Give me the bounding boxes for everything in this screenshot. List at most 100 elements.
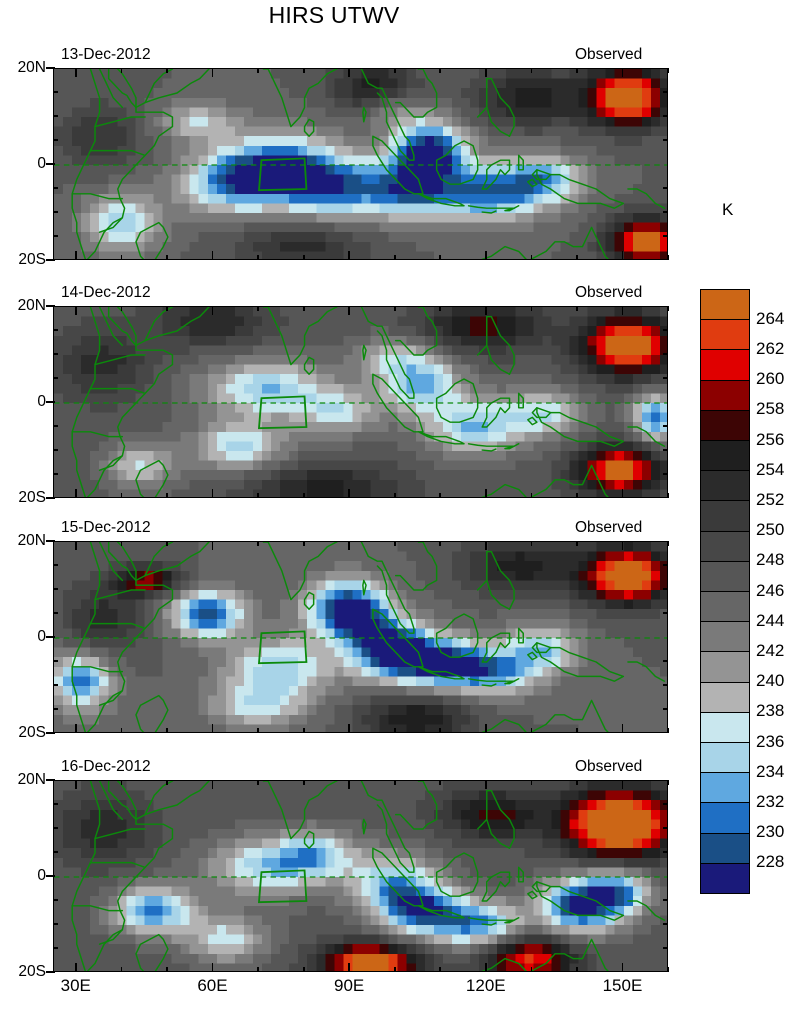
x-axis-tick-mark (74, 306, 77, 315)
x-axis-tick-mark (211, 724, 214, 733)
x-axis-tick-mark (621, 963, 624, 972)
y-axis-minor-tick (53, 449, 58, 451)
y-axis-minor-tick (663, 827, 668, 829)
y-axis-tick-mark (46, 732, 55, 734)
y-axis-tick-mark (46, 540, 55, 542)
y-axis-minor-tick (53, 612, 58, 614)
y-axis-minor-tick (53, 115, 58, 117)
y-axis-minor-tick (53, 588, 58, 590)
y-axis-minor-tick (53, 827, 58, 829)
y-axis-minor-tick (663, 329, 668, 331)
x-axis-tick-mark (74, 724, 77, 733)
y-axis-minor-tick (663, 564, 668, 566)
x-axis-tick-label: 90E (333, 976, 365, 995)
x-axis-tick-label: 30E (60, 976, 91, 995)
map-panel (53, 68, 668, 260)
y-axis-tick-mark (46, 779, 55, 781)
colorbar-swatch (700, 440, 750, 472)
y-axis-minor-tick (53, 235, 58, 237)
y-axis-tick-label: 0 (37, 628, 46, 645)
x-axis-minor-tick (257, 306, 259, 311)
y-axis-minor-tick (53, 91, 58, 93)
panel-status-label: Observed (575, 758, 643, 775)
x-axis-minor-tick (120, 493, 123, 498)
y-axis-minor-tick (663, 612, 668, 614)
colorbar-swatch (700, 621, 750, 653)
x-axis-minor-tick (576, 780, 578, 785)
y-axis-tick-mark (46, 163, 55, 165)
x-axis-minor-tick (439, 68, 442, 73)
y-axis-tick-mark (46, 305, 55, 307)
x-axis-tick-mark (74, 541, 77, 550)
colorbar-tick-label: 246 (756, 580, 785, 600)
y-axis-minor-tick (663, 947, 668, 949)
y-axis-tick-mark (46, 875, 55, 877)
colorbar-tick-label: 262 (756, 338, 785, 358)
y-axis-minor-tick (663, 449, 668, 451)
colorbar-tick-label: 232 (756, 791, 785, 811)
y-axis-tick-label: 20S (18, 489, 46, 506)
y-axis-tick-label: 20N (17, 771, 46, 788)
colorbar-tick-label: 256 (756, 429, 785, 449)
x-axis-tick-mark (211, 489, 214, 498)
y-axis-minor-tick (53, 947, 58, 949)
y-axis-tick-label: 0 (37, 393, 46, 410)
x-axis-tick-mark (484, 251, 487, 260)
x-axis-tick-mark (348, 724, 351, 733)
x-axis-tick-mark (621, 724, 624, 733)
map-canvas (53, 780, 668, 972)
x-axis-minor-tick (576, 68, 578, 73)
x-axis-minor-tick (667, 541, 669, 546)
y-axis-minor-tick (663, 923, 668, 925)
x-axis-tick-mark (621, 489, 624, 498)
x-axis-minor-tick (257, 967, 259, 972)
y-axis-minor-tick (53, 708, 58, 710)
y-axis-minor-tick (53, 851, 58, 853)
panel-status-label: Observed (575, 46, 643, 63)
x-axis-minor-tick (530, 493, 533, 498)
x-axis-minor-tick (302, 306, 305, 311)
x-axis-minor-tick (393, 541, 396, 546)
panel-date-label: 14-Dec-2012 (61, 284, 151, 301)
x-axis-minor-tick (120, 255, 123, 260)
x-axis-tick-mark (348, 780, 351, 789)
x-axis-minor-tick (667, 728, 669, 733)
x-axis-minor-tick (393, 493, 396, 498)
colorbar-tick-label: 250 (756, 520, 785, 540)
colorbar-swatch (700, 349, 750, 381)
colorbar-unit-label: K (722, 200, 734, 219)
x-axis-minor-tick (667, 493, 669, 498)
y-axis-tick-label: 20N (17, 59, 46, 76)
colorbar-swatch (700, 681, 750, 714)
x-axis-tick-mark (484, 724, 487, 733)
x-axis-minor-tick (439, 728, 442, 733)
colorbar-swatch (700, 591, 750, 623)
x-axis-minor-tick (257, 541, 259, 546)
y-axis-tick-mark (46, 636, 55, 638)
y-axis-minor-tick (53, 377, 58, 379)
map-canvas (53, 541, 668, 733)
x-axis-tick-mark (348, 68, 351, 77)
colorbar-tick-label: 240 (756, 671, 785, 691)
colorbar-swatch (700, 742, 750, 774)
x-axis-minor-tick (667, 68, 669, 73)
x-axis-minor-tick (166, 728, 168, 733)
y-axis-tick-mark (46, 497, 55, 499)
x-axis-minor-tick (393, 306, 396, 311)
x-axis-tick-mark (211, 68, 214, 77)
y-axis-minor-tick (663, 660, 668, 662)
x-axis-minor-tick (439, 541, 442, 546)
x-axis-minor-tick (530, 728, 533, 733)
y-axis-minor-tick (663, 187, 668, 189)
colorbar-swatch (700, 470, 750, 502)
x-axis-minor-tick (302, 541, 305, 546)
x-axis-minor-tick (393, 967, 396, 972)
x-axis-minor-tick (439, 780, 442, 785)
colorbar-swatch (700, 832, 750, 865)
x-axis-minor-tick (257, 68, 259, 73)
panel-date-label: 15-Dec-2012 (61, 519, 151, 536)
x-axis-minor-tick (257, 728, 259, 733)
x-axis-tick-mark (211, 251, 214, 260)
y-axis-minor-tick (53, 211, 58, 213)
